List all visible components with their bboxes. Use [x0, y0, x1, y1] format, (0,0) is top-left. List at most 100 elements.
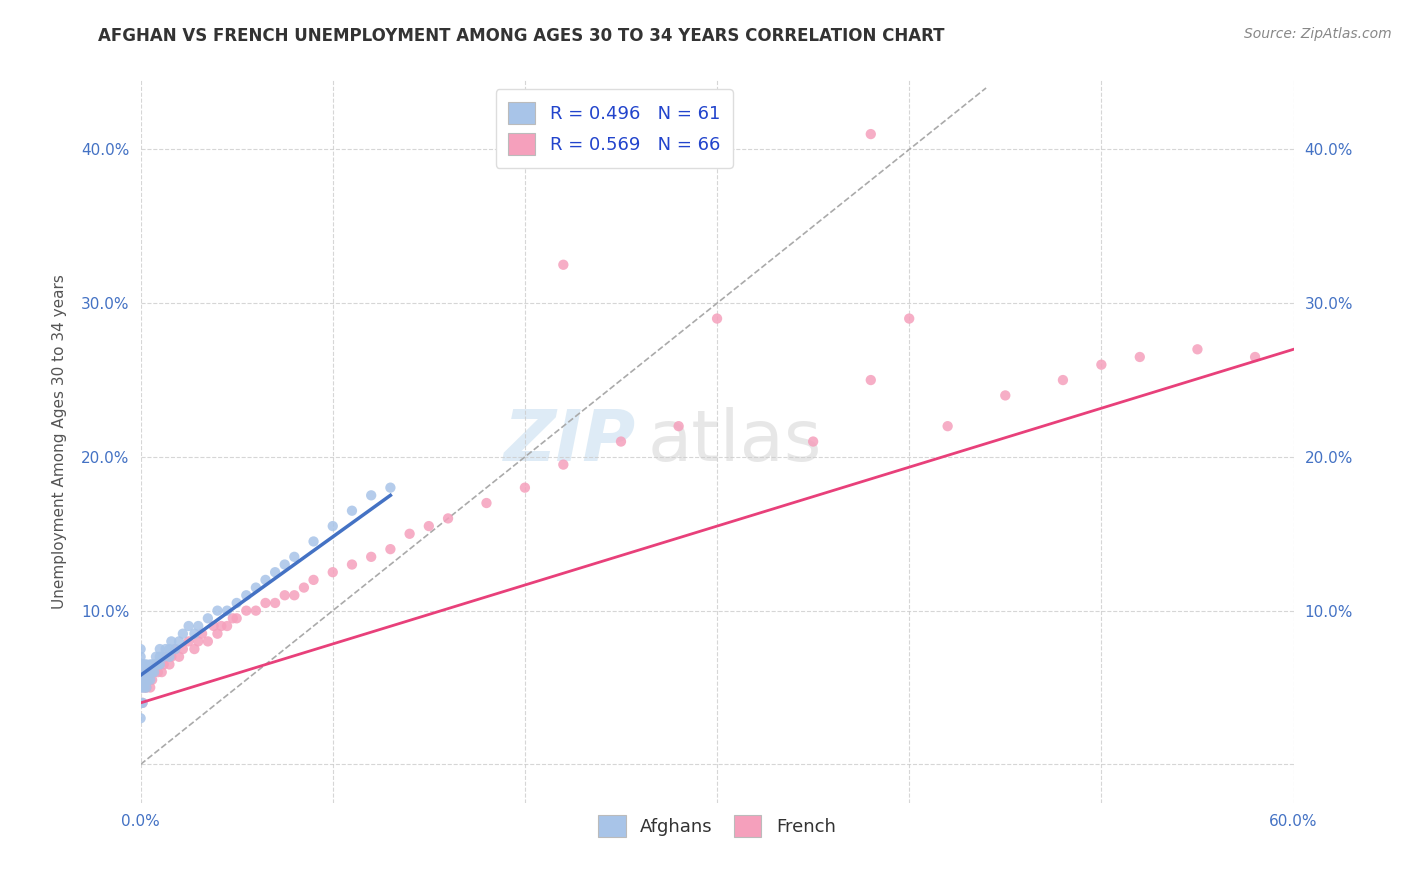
Point — [207, 626, 229, 640]
Point — [322, 519, 344, 533]
Point — [131, 657, 153, 672]
Point — [183, 642, 205, 657]
Point — [134, 673, 156, 687]
Point — [245, 604, 267, 618]
Y-axis label: Unemployment Among Ages 30 to 34 years: Unemployment Among Ages 30 to 34 years — [52, 274, 67, 609]
Point — [380, 481, 402, 495]
Point — [129, 673, 152, 687]
Point — [302, 573, 325, 587]
Point — [264, 596, 287, 610]
Point — [898, 311, 921, 326]
Point — [380, 542, 402, 557]
Text: AFGHAN VS FRENCH UNEMPLOYMENT AMONG AGES 30 TO 34 YEARS CORRELATION CHART: AFGHAN VS FRENCH UNEMPLOYMENT AMONG AGES… — [98, 27, 945, 45]
Point — [129, 649, 152, 664]
Point — [553, 258, 575, 272]
Point — [235, 604, 257, 618]
Point — [668, 419, 690, 434]
Text: atlas: atlas — [648, 407, 823, 476]
Point — [131, 696, 153, 710]
Point — [131, 665, 153, 680]
Point — [283, 549, 305, 564]
Point — [159, 642, 180, 657]
Point — [1052, 373, 1074, 387]
Point — [145, 649, 167, 664]
Point — [513, 481, 536, 495]
Point — [222, 611, 245, 625]
Point — [360, 549, 382, 564]
Point — [225, 596, 247, 610]
Point — [139, 665, 162, 680]
Point — [131, 681, 153, 695]
Point — [217, 619, 239, 633]
Point — [150, 665, 173, 680]
Point — [274, 588, 297, 602]
Point — [134, 681, 156, 695]
Point — [141, 673, 163, 687]
Point — [143, 657, 166, 672]
Point — [136, 673, 159, 687]
Point — [160, 634, 183, 648]
Point — [859, 127, 882, 141]
Point — [217, 604, 239, 618]
Point — [135, 681, 157, 695]
Point — [129, 665, 152, 680]
Point — [149, 657, 172, 672]
Point — [139, 665, 162, 680]
Point — [340, 558, 363, 572]
Point — [360, 488, 382, 502]
Point — [254, 573, 277, 587]
Point — [801, 434, 824, 449]
Point — [135, 681, 157, 695]
Point — [322, 565, 344, 579]
Point — [1187, 343, 1209, 357]
Point — [197, 611, 219, 625]
Point — [283, 588, 305, 602]
Point — [152, 657, 174, 672]
Text: ZIP: ZIP — [505, 407, 637, 476]
Point — [197, 634, 219, 648]
Point — [264, 565, 287, 579]
Point — [129, 696, 152, 710]
Point — [177, 619, 200, 633]
Point — [187, 619, 209, 633]
Point — [129, 642, 152, 657]
Point — [254, 596, 277, 610]
Point — [135, 657, 157, 672]
Point — [245, 581, 267, 595]
Point — [610, 434, 633, 449]
Point — [134, 657, 156, 672]
Point — [209, 619, 232, 633]
Point — [292, 581, 315, 595]
Point — [155, 649, 177, 664]
Point — [165, 642, 187, 657]
Point — [475, 496, 498, 510]
Point — [131, 696, 153, 710]
Point — [1244, 350, 1267, 364]
Text: Source: ZipAtlas.com: Source: ZipAtlas.com — [1244, 27, 1392, 41]
Point — [167, 649, 190, 664]
Point — [139, 673, 162, 687]
Point — [183, 626, 205, 640]
Point — [145, 657, 167, 672]
Point — [302, 534, 325, 549]
Point — [129, 681, 152, 695]
Point — [139, 681, 162, 695]
Legend: Afghans, French: Afghans, French — [592, 808, 842, 845]
Point — [134, 681, 156, 695]
Point — [135, 665, 157, 680]
Point — [274, 558, 297, 572]
Point — [129, 681, 152, 695]
Point — [143, 665, 166, 680]
Point — [437, 511, 460, 525]
Point — [398, 526, 420, 541]
Point — [146, 657, 169, 672]
Point — [159, 649, 180, 664]
Point — [131, 673, 153, 687]
Point — [129, 657, 152, 672]
Point — [145, 657, 167, 672]
Point — [149, 642, 172, 657]
Point — [859, 373, 882, 387]
Point — [936, 419, 959, 434]
Point — [131, 673, 153, 687]
Point — [134, 665, 156, 680]
